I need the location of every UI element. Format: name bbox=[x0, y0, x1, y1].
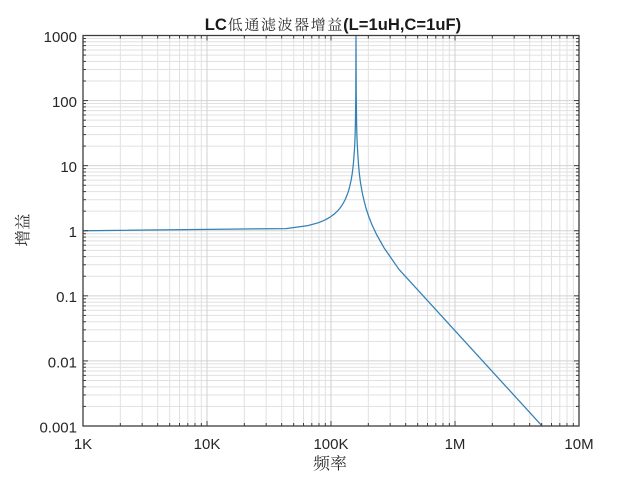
svg-text:(L=1uH,C=1uF): (L=1uH,C=1uF) bbox=[343, 15, 461, 34]
svg-text:LC: LC bbox=[205, 15, 227, 34]
svg-text:10M: 10M bbox=[564, 436, 593, 453]
svg-text:100K: 100K bbox=[313, 436, 348, 453]
svg-text:0.01: 0.01 bbox=[48, 354, 77, 371]
svg-text:10K: 10K bbox=[194, 436, 221, 453]
svg-text:1: 1 bbox=[69, 224, 77, 241]
svg-text:100: 100 bbox=[52, 94, 77, 111]
svg-text:1000: 1000 bbox=[44, 29, 77, 46]
svg-text:0.001: 0.001 bbox=[39, 419, 77, 436]
svg-text:1M: 1M bbox=[445, 436, 466, 453]
svg-text:1K: 1K bbox=[74, 436, 92, 453]
svg-text:0.1: 0.1 bbox=[56, 289, 77, 306]
svg-text:10: 10 bbox=[60, 159, 77, 176]
